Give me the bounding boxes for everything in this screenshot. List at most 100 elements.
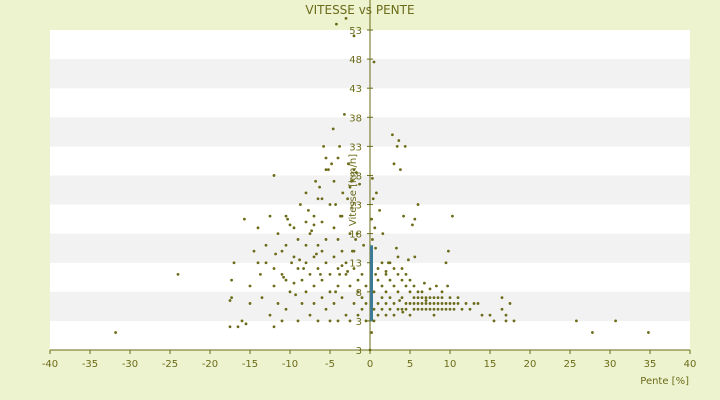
data-point [341, 191, 345, 195]
data-point [420, 290, 424, 294]
data-point [324, 307, 328, 311]
x-tick-label: -30 [122, 359, 138, 370]
data-point [344, 313, 348, 317]
data-point [512, 319, 516, 323]
data-point [304, 220, 308, 224]
data-point [240, 319, 244, 323]
data-point [320, 220, 324, 224]
data-point [336, 284, 340, 288]
data-point [336, 156, 340, 160]
data-point [408, 290, 412, 294]
data-point [472, 302, 476, 305]
data-point [452, 307, 456, 311]
data-point [318, 185, 321, 189]
data-point [346, 270, 349, 273]
data-point [244, 322, 248, 326]
data-point [348, 284, 352, 288]
data-point [260, 296, 264, 300]
data-point [356, 290, 360, 294]
data-point [322, 144, 325, 148]
data-point [440, 302, 444, 305]
data-point [370, 331, 373, 334]
data-point [312, 255, 316, 259]
data-point [324, 168, 328, 172]
data-point [324, 238, 328, 241]
data-point [315, 252, 318, 256]
data-point [468, 307, 472, 311]
data-point [440, 307, 444, 311]
data-point [336, 319, 340, 323]
data-point [352, 34, 356, 38]
data-point [448, 307, 452, 311]
data-point [428, 302, 432, 305]
x-tick-label: -5 [325, 359, 335, 370]
data-point [460, 307, 464, 311]
data-point [440, 296, 444, 300]
data-point [416, 290, 420, 294]
data-point [355, 171, 358, 174]
data-point [272, 325, 276, 329]
data-point [340, 249, 344, 253]
data-point [292, 255, 296, 259]
data-point [435, 284, 438, 288]
data-point [374, 246, 377, 250]
data-point [400, 307, 404, 311]
data-point [232, 261, 236, 265]
data-point [480, 313, 484, 317]
data-point [420, 302, 424, 305]
data-point [403, 144, 407, 148]
data-point [412, 296, 416, 300]
data-point [384, 272, 388, 276]
data-point [350, 179, 353, 183]
data-point [248, 284, 252, 288]
x-tick-label: 30 [604, 359, 617, 370]
data-point [412, 307, 416, 311]
data-point [340, 264, 344, 268]
data-point [408, 313, 412, 317]
y-tick-label: 3 [356, 346, 362, 357]
data-point [424, 307, 428, 311]
data-point [448, 296, 452, 300]
y-axis-label: Vitesse [km/h] [348, 154, 359, 226]
data-point [286, 217, 289, 221]
x-tick-label: -15 [242, 359, 258, 370]
data-point [324, 156, 328, 160]
data-point [428, 307, 432, 311]
data-point [230, 296, 234, 300]
data-point [424, 296, 428, 300]
data-point [292, 281, 296, 285]
data-point [388, 296, 392, 300]
data-point [298, 258, 301, 262]
data-point [413, 217, 417, 221]
data-point [272, 267, 276, 270]
data-point [446, 284, 449, 288]
data-point [376, 313, 380, 317]
data-point [456, 296, 460, 300]
x-tick-label: 10 [444, 359, 457, 370]
data-point [375, 191, 378, 195]
data-point [420, 307, 424, 311]
data-point [296, 319, 300, 323]
data-point [335, 22, 338, 26]
data-point [432, 307, 436, 311]
data-point [400, 267, 404, 270]
data-point [456, 302, 460, 305]
data-point [416, 296, 420, 300]
data-point [296, 238, 300, 241]
data-point [339, 214, 342, 218]
y-tick-label: 18 [349, 230, 362, 241]
data-point [508, 302, 512, 305]
data-point [371, 197, 375, 201]
data-point [398, 299, 401, 302]
y-tick-label: 53 [349, 26, 362, 37]
x-tick-label: 5 [407, 359, 413, 370]
data-point [376, 278, 380, 282]
data-point [256, 261, 260, 265]
data-point [230, 278, 234, 282]
data-point [308, 313, 312, 317]
data-point [316, 197, 320, 201]
data-point [280, 272, 284, 276]
data-point [436, 302, 440, 305]
data-point [395, 246, 398, 250]
